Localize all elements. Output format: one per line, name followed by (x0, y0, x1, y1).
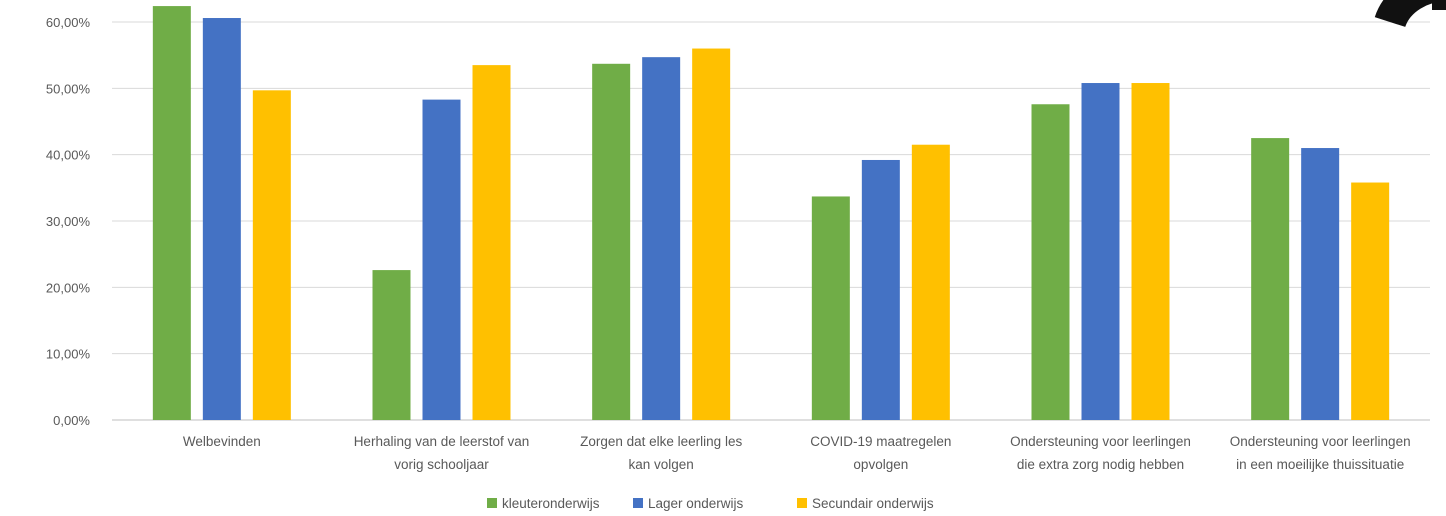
bar (692, 48, 731, 421)
bar (152, 6, 191, 421)
x-category-label: Herhaling van de leerstof van (354, 434, 530, 449)
bar (472, 65, 511, 420)
bar (252, 90, 291, 420)
y-tick-label: 40,00% (46, 148, 91, 163)
bar (642, 57, 681, 420)
bar (861, 159, 900, 420)
bar (1081, 83, 1120, 420)
y-tick-label: 0,00% (53, 413, 90, 428)
bar (592, 63, 631, 420)
bar (1031, 104, 1070, 421)
bar (372, 270, 411, 420)
x-category-label: Welbevinden (183, 434, 261, 449)
bar (811, 196, 850, 420)
legend-swatch (633, 498, 643, 508)
x-category-label: Ondersteuning voor leerlingen (1230, 434, 1411, 449)
y-tick-label: 10,00% (46, 347, 91, 362)
legend: kleuteronderwijs Lager onderwijs Secundair… (487, 496, 934, 511)
y-tick-label: 30,00% (46, 214, 91, 229)
y-tick-label: 60,00% (46, 15, 91, 30)
gridlines (112, 21, 1430, 421)
legend-label: Secundair onderwijs (812, 496, 934, 511)
bar (1131, 83, 1170, 420)
y-axis-tick-labels: 0,00% 10,00% 20,00% 30,00% 40,00% 50,00% 60,00… (46, 15, 91, 428)
x-category-label: opvolgen (853, 457, 908, 472)
x-category-label: Zorgen dat elke leerling les (580, 434, 742, 449)
x-axis-category-labels: Welbevinden Herhaling van de leerstof van… (183, 434, 1411, 472)
x-category-label: Ondersteuning voor leerlingen (1010, 434, 1191, 449)
legend-swatch (797, 498, 807, 508)
bar (1301, 148, 1340, 421)
bar (1251, 138, 1290, 421)
x-category-label: kan volgen (629, 457, 694, 472)
bar (1351, 182, 1390, 420)
x-category-label: vorig schooljaar (394, 457, 489, 472)
legend-swatch (487, 498, 497, 508)
legend-label: kleuteronderwijs (502, 496, 600, 511)
y-tick-label: 50,00% (46, 81, 91, 96)
x-category-label: COVID-19 maatregelen (810, 434, 951, 449)
bar (911, 144, 950, 420)
x-category-label: in een moeilijke thuissituatie (1236, 457, 1404, 472)
bars (152, 6, 1390, 421)
decorative-corner-shape (1374, 0, 1446, 28)
legend-label: Lager onderwijs (648, 496, 744, 511)
bar (202, 18, 241, 421)
x-category-label: die extra zorg nodig hebben (1017, 457, 1184, 472)
bar (422, 99, 461, 421)
y-tick-label: 20,00% (46, 280, 91, 295)
